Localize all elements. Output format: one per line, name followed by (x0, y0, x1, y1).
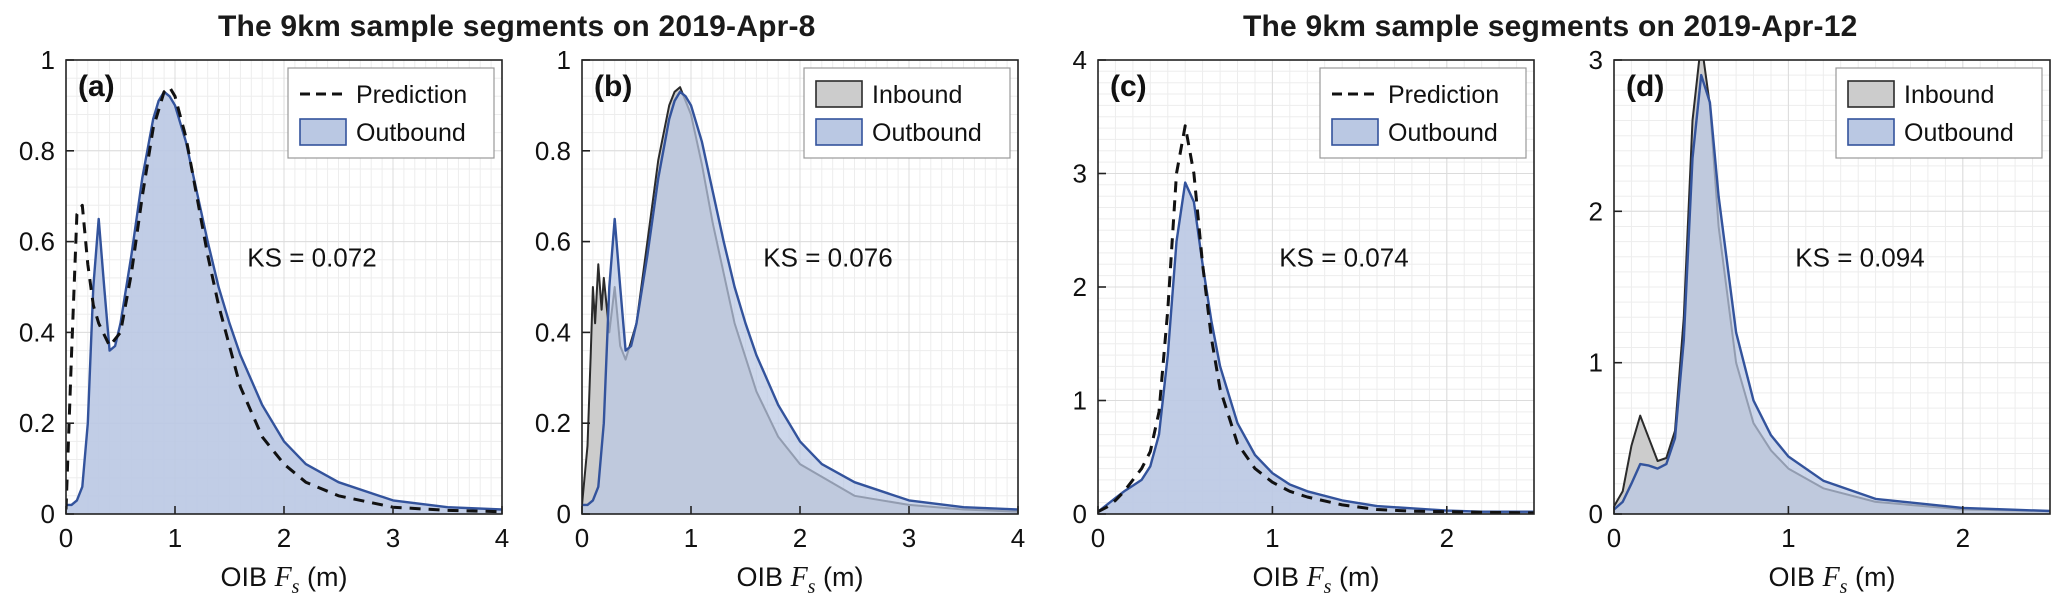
x-tick-label: 1 (1265, 523, 1279, 553)
x-tick-label: 0 (59, 523, 73, 553)
legend-swatch-patch-inbound (1847, 80, 1895, 108)
legend-swatch-patch-inbound (815, 80, 863, 108)
x-tick-label: 0 (1091, 523, 1105, 553)
chart-b-canvas: 0 1 2 3 4 0 0.2 0.4 0.6 0.8 1 OIB Fs (m) Inbound Outb… (535, 46, 1025, 598)
y-tick-label: 3 (1589, 46, 1603, 75)
series-layer (1614, 60, 2050, 514)
y-tick-label: 0.2 (19, 408, 55, 438)
ks-annotation-d: KS = 0.094 (1795, 242, 1925, 273)
x-tick-label: 2 (1440, 523, 1454, 553)
axes: 0 1 2 0 1 2 3 (1589, 46, 2051, 553)
y-tick-label: 0.6 (535, 227, 571, 257)
legend-item-label: Inbound (872, 81, 962, 109)
legend-swatch-patch-outbound (1847, 118, 1895, 146)
axes: 0 1 2 3 4 0 0.2 0.4 0.6 0.8 1 (535, 46, 1025, 553)
ks-annotation-b: KS = 0.076 (763, 242, 893, 273)
series-layer (66, 85, 502, 514)
legend-swatch-patch-outbound (1331, 118, 1379, 146)
y-tick-label: 0 (557, 499, 571, 529)
y-tick-label: 4 (1073, 46, 1087, 75)
y-tick-label: 0 (1073, 499, 1087, 529)
chart-c-canvas: 0 1 2 0 1 2 3 4 OIB Fs (m) Prediction Outbound (1073, 46, 1535, 598)
x-tick-label: 1 (684, 523, 698, 553)
x-tick-label: 0 (575, 523, 589, 553)
area-outbound (1098, 182, 1534, 514)
x-tick-label: 2 (277, 523, 291, 553)
chart-a-canvas: 0 1 2 3 4 0 0.2 0.4 0.6 0.8 1 OIB Fs (m) Prediction O… (19, 46, 509, 598)
y-tick-label: 1 (1073, 386, 1087, 416)
y-tick-label: 0.2 (535, 408, 571, 438)
y-tick-label: 0.8 (535, 136, 571, 166)
edge-outbound (582, 90, 1018, 511)
x-axis-label: OIB Fs (m) (221, 562, 348, 598)
area-outbound (582, 91, 1018, 514)
y-tick-label: 0 (41, 499, 55, 529)
y-tick-label: 2 (1589, 196, 1603, 226)
x-tick-label: 1 (168, 523, 182, 553)
figure-title-right: The 9km sample segments on 2019-Apr-12 (1243, 10, 1858, 43)
figure-title-left: The 9km sample segments on 2019-Apr-8 (217, 10, 816, 43)
x-tick-label: 3 (902, 523, 916, 553)
series-layer (1098, 124, 1534, 514)
y-tick-label: 0.4 (535, 317, 571, 347)
legend-item-label: Outbound (872, 119, 982, 147)
titles-row: The 9km sample segments on 2019-Apr-8 Th… (0, 0, 2067, 46)
panel-label-d: (d) (1626, 70, 1665, 103)
panel-label-c: (c) (1110, 70, 1147, 103)
axes: 0 1 2 0 1 2 3 4 (1073, 46, 1535, 553)
y-tick-label: 1 (41, 46, 55, 75)
x-tick-label: 0 (1607, 523, 1621, 553)
x-tick-label: 4 (1011, 523, 1025, 553)
legend-item-label: Outbound (356, 119, 466, 147)
legend: Inbound Outbound (803, 67, 1011, 159)
legend: Prediction Outbound (287, 67, 495, 159)
legend-item-label: Inbound (1904, 81, 1994, 109)
panel-c: 0 1 2 0 1 2 3 4 OIB Fs (m) Prediction Outbound (c)… (1034, 46, 1550, 602)
y-tick-label: 0.6 (19, 227, 55, 257)
ks-annotation-c: KS = 0.074 (1279, 242, 1409, 273)
x-tick-label: 1 (1781, 523, 1795, 553)
legend-item-label: Outbound (1904, 119, 2014, 147)
y-tick-label: 1 (557, 46, 571, 75)
panel-a: 0 1 2 3 4 0 0.2 0.4 0.6 0.8 1 OIB Fs (m) Prediction O… (2, 46, 518, 602)
x-tick-label: 2 (1956, 523, 1970, 553)
y-tick-label: 3 (1073, 159, 1087, 189)
x-axis-label: OIB Fs (m) (1253, 562, 1380, 598)
x-tick-label: 4 (495, 523, 509, 553)
y-tick-label: 0.4 (19, 317, 55, 347)
legend-swatch-patch-outbound (299, 118, 347, 146)
y-tick-label: 0.8 (19, 136, 55, 166)
legend: Prediction Outbound (1319, 67, 1527, 159)
panels-row: 0 1 2 3 4 0 0.2 0.4 0.6 0.8 1 OIB Fs (m) Prediction O… (0, 46, 2067, 602)
legend-item-label: Prediction (356, 81, 467, 109)
y-tick-label: 1 (1589, 348, 1603, 378)
y-tick-label: 2 (1073, 272, 1087, 302)
x-tick-label: 2 (793, 523, 807, 553)
axes: 0 1 2 3 4 0 0.2 0.4 0.6 0.8 1 (19, 46, 509, 553)
area-outbound (66, 91, 502, 514)
y-tick-label: 0 (1589, 499, 1603, 529)
x-axis-label: OIB Fs (m) (737, 562, 864, 598)
legend-item-label: Prediction (1388, 81, 1499, 109)
panel-label-b: (b) (594, 70, 633, 103)
legend-item-label: Outbound (1388, 119, 1498, 147)
area-outbound (1614, 75, 2050, 514)
panel-b: 0 1 2 3 4 0 0.2 0.4 0.6 0.8 1 OIB Fs (m) Inbound Outb… (518, 46, 1034, 602)
ks-annotation-a: KS = 0.072 (247, 242, 377, 273)
panel-d: 0 1 2 0 1 2 3 OIB Fs (m) Inbound Outbound (d) KS … (1550, 46, 2066, 602)
panel-label-a: (a) (78, 70, 115, 103)
x-axis-label: OIB Fs (m) (1769, 562, 1896, 598)
series-layer (582, 86, 1018, 514)
x-tick-label: 3 (386, 523, 400, 553)
legend-swatch-patch-outbound (815, 118, 863, 146)
chart-d-canvas: 0 1 2 0 1 2 3 OIB Fs (m) Inbound Outbound (1589, 46, 2051, 598)
legend: Inbound Outbound (1835, 67, 2043, 159)
edge-outbound (1614, 73, 2050, 513)
